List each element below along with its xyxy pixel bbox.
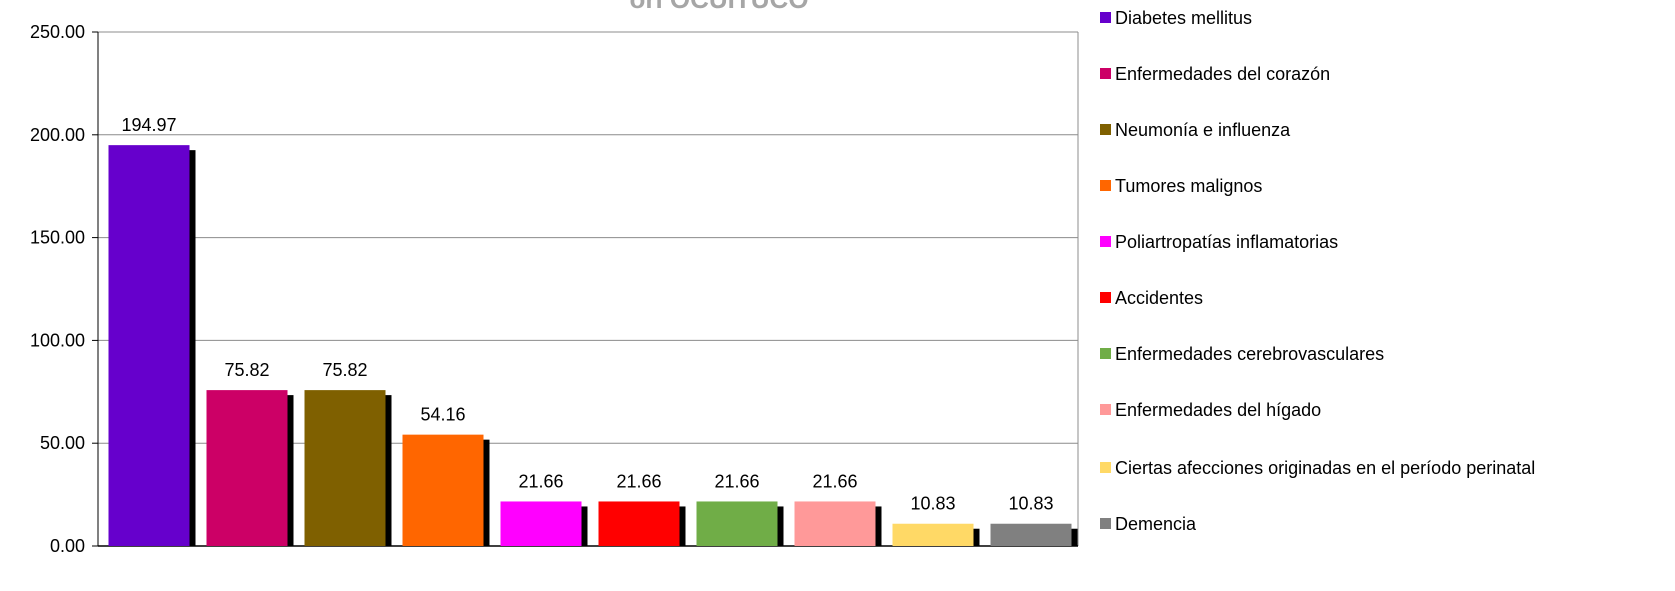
data-label: 54.16: [420, 405, 465, 425]
legend-item: Diabetes mellitus: [1100, 7, 1565, 29]
bar-chart: órí OCUITUCO 0.00 50.00 100.00 150.00 200.00…: [0, 0, 1100, 591]
bar: [109, 145, 190, 546]
legend-label: Enfermedades del hígado: [1115, 399, 1565, 421]
legend-label: Enfermedades cerebrovasculares: [1115, 343, 1565, 365]
y-tick-label: 150.00: [30, 228, 85, 248]
y-tick-label: 200.00: [30, 125, 85, 145]
bar: [501, 501, 582, 546]
legend-label: Diabetes mellitus: [1115, 7, 1565, 29]
legend-item: Demencia: [1100, 513, 1565, 535]
data-label: 21.66: [812, 471, 857, 491]
legend-item: Tumores malignos: [1100, 175, 1565, 197]
bar: [795, 501, 876, 546]
legend-swatch: [1100, 236, 1111, 247]
data-label: 21.66: [714, 471, 759, 491]
y-tick-label: 250.00: [30, 22, 85, 42]
legend-item: Enfermedades cerebrovasculares: [1100, 343, 1565, 365]
legend-item: Enfermedades del corazón: [1100, 63, 1565, 85]
legend-label: Neumonía e influenza: [1115, 119, 1565, 141]
bar: [207, 390, 288, 546]
data-label: 194.97: [121, 115, 176, 135]
data-label: 75.82: [322, 360, 367, 380]
legend-swatch: [1100, 68, 1111, 79]
bar: [305, 390, 386, 546]
legend-swatch: [1100, 180, 1111, 191]
legend-label: Poliartropatías inflamatorias: [1115, 231, 1565, 253]
legend-item: Accidentes: [1100, 287, 1565, 309]
bars: [109, 145, 1078, 546]
y-tick-label: 50.00: [40, 433, 85, 453]
legend-swatch: [1100, 404, 1111, 415]
bar: [697, 501, 778, 546]
data-label: 75.82: [224, 360, 269, 380]
legend-label: Demencia: [1115, 513, 1565, 535]
legend-label: Accidentes: [1115, 287, 1565, 309]
chart-title: órí OCUITUCO: [629, 0, 808, 14]
legend-label: Ciertas afecciones originadas en el perí…: [1115, 457, 1565, 479]
legend-item: Enfermedades del hígado: [1100, 399, 1565, 421]
data-label: 10.83: [910, 494, 955, 514]
legend-swatch: [1100, 518, 1111, 529]
data-label: 10.83: [1008, 494, 1053, 514]
data-label: 21.66: [518, 471, 563, 491]
bar: [403, 435, 484, 546]
y-tick-label: 100.00: [30, 330, 85, 350]
y-axis-ticks: 0.00 50.00 100.00 150.00 200.00 250.00: [30, 22, 85, 556]
legend-swatch: [1100, 124, 1111, 135]
legend-swatch: [1100, 12, 1111, 23]
y-tick-label: 0.00: [50, 536, 85, 556]
legend-swatch: [1100, 292, 1111, 303]
bar: [599, 501, 680, 546]
bar: [893, 524, 974, 546]
legend-item: Poliartropatías inflamatorias: [1100, 231, 1565, 253]
legend-label: Enfermedades del corazón: [1115, 63, 1565, 85]
legend-swatch: [1100, 462, 1111, 473]
bar: [991, 524, 1072, 546]
data-label: 21.66: [616, 471, 661, 491]
legend-swatch: [1100, 348, 1111, 359]
legend-label: Tumores malignos: [1115, 175, 1565, 197]
legend-item: Neumonía e influenza: [1100, 119, 1565, 141]
legend-item: Ciertas afecciones originadas en el perí…: [1100, 457, 1565, 479]
